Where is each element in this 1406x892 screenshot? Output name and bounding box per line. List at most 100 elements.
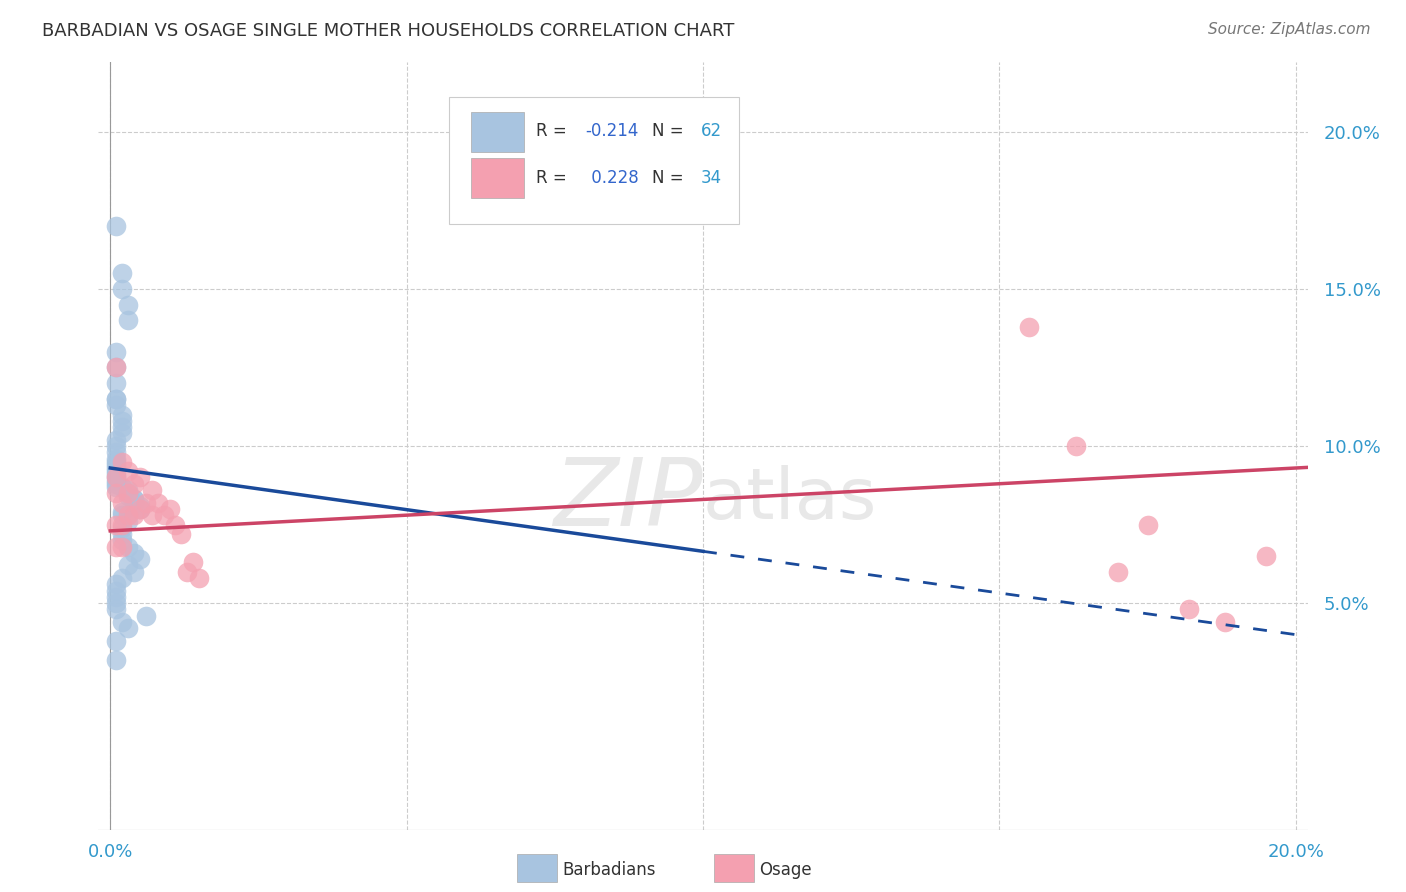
Point: [111, 408, 134, 422]
Point: [129, 499, 152, 513]
Text: N =: N =: [652, 122, 689, 140]
Point: [146, 495, 169, 509]
Point: [122, 492, 145, 507]
Point: [117, 297, 139, 311]
Point: [111, 420, 134, 434]
Point: [159, 501, 181, 516]
Point: [111, 505, 134, 519]
Text: N =: N =: [652, 169, 689, 186]
Point: [129, 501, 152, 516]
FancyBboxPatch shape: [449, 97, 740, 224]
Point: [122, 476, 145, 491]
Point: [122, 508, 145, 523]
Point: [117, 486, 139, 500]
Point: [105, 451, 128, 466]
Point: [122, 565, 145, 579]
Text: 62: 62: [700, 122, 721, 140]
Text: 34: 34: [700, 169, 721, 186]
Point: [141, 508, 163, 523]
Point: [105, 480, 128, 494]
Point: [135, 495, 157, 509]
Point: [105, 219, 128, 233]
Point: [105, 470, 128, 484]
Point: [122, 495, 145, 509]
Point: [170, 527, 193, 541]
Point: [122, 492, 145, 507]
Point: [105, 392, 128, 406]
Point: [111, 533, 134, 548]
Point: [105, 461, 128, 475]
Point: [1213, 615, 1236, 629]
Point: [111, 495, 134, 509]
Text: R =: R =: [536, 169, 572, 186]
Point: [111, 615, 134, 629]
Point: [105, 360, 128, 375]
Text: -0.214: -0.214: [586, 122, 640, 140]
Text: R =: R =: [536, 122, 572, 140]
Text: ZIP: ZIP: [554, 454, 703, 545]
Point: [1066, 439, 1088, 453]
Point: [111, 480, 134, 494]
Point: [111, 517, 134, 532]
Point: [117, 483, 139, 497]
Point: [1107, 565, 1129, 579]
Point: [105, 392, 128, 406]
Point: [111, 571, 134, 585]
Point: [117, 489, 139, 503]
Point: [117, 508, 139, 523]
Point: [129, 501, 152, 516]
Text: BARBADIAN VS OSAGE SINGLE MOTHER HOUSEHOLDS CORRELATION CHART: BARBADIAN VS OSAGE SINGLE MOTHER HOUSEHO…: [42, 22, 734, 40]
Point: [117, 558, 139, 573]
Point: [129, 470, 152, 484]
Text: Osage: Osage: [759, 861, 811, 879]
Point: [165, 517, 187, 532]
Point: [105, 467, 128, 482]
Point: [105, 470, 128, 484]
Point: [111, 266, 134, 280]
Point: [105, 476, 128, 491]
Point: [105, 433, 128, 447]
Point: [105, 376, 128, 391]
Point: [105, 398, 128, 412]
Point: [176, 565, 198, 579]
Point: [188, 571, 211, 585]
Point: [111, 521, 134, 535]
Point: [117, 464, 139, 478]
Point: [105, 517, 128, 532]
Point: [1254, 549, 1277, 563]
Point: [1178, 602, 1201, 616]
Text: 0.228: 0.228: [586, 169, 638, 186]
Point: [152, 508, 174, 523]
FancyBboxPatch shape: [471, 158, 524, 198]
Point: [117, 486, 139, 500]
Point: [129, 501, 152, 516]
Point: [105, 474, 128, 488]
Point: [105, 602, 128, 616]
Point: [1136, 517, 1159, 532]
Point: [105, 577, 128, 591]
Point: [105, 653, 128, 667]
Point: [111, 282, 134, 296]
Point: [1018, 319, 1040, 334]
Point: [117, 515, 139, 529]
Point: [105, 486, 128, 500]
Point: [105, 540, 128, 554]
Point: [105, 455, 128, 469]
Point: [111, 527, 134, 541]
Point: [105, 445, 128, 459]
Point: [122, 495, 145, 509]
Point: [122, 546, 145, 560]
Point: [105, 458, 128, 472]
Point: [129, 552, 152, 566]
Point: [111, 426, 134, 441]
Point: [105, 634, 128, 648]
Point: [105, 590, 128, 604]
Point: [135, 608, 157, 623]
Point: [111, 414, 134, 428]
Text: atlas: atlas: [703, 466, 877, 534]
Point: [111, 455, 134, 469]
Point: [105, 344, 128, 359]
Text: Source: ZipAtlas.com: Source: ZipAtlas.com: [1208, 22, 1371, 37]
Point: [105, 596, 128, 610]
Point: [117, 540, 139, 554]
